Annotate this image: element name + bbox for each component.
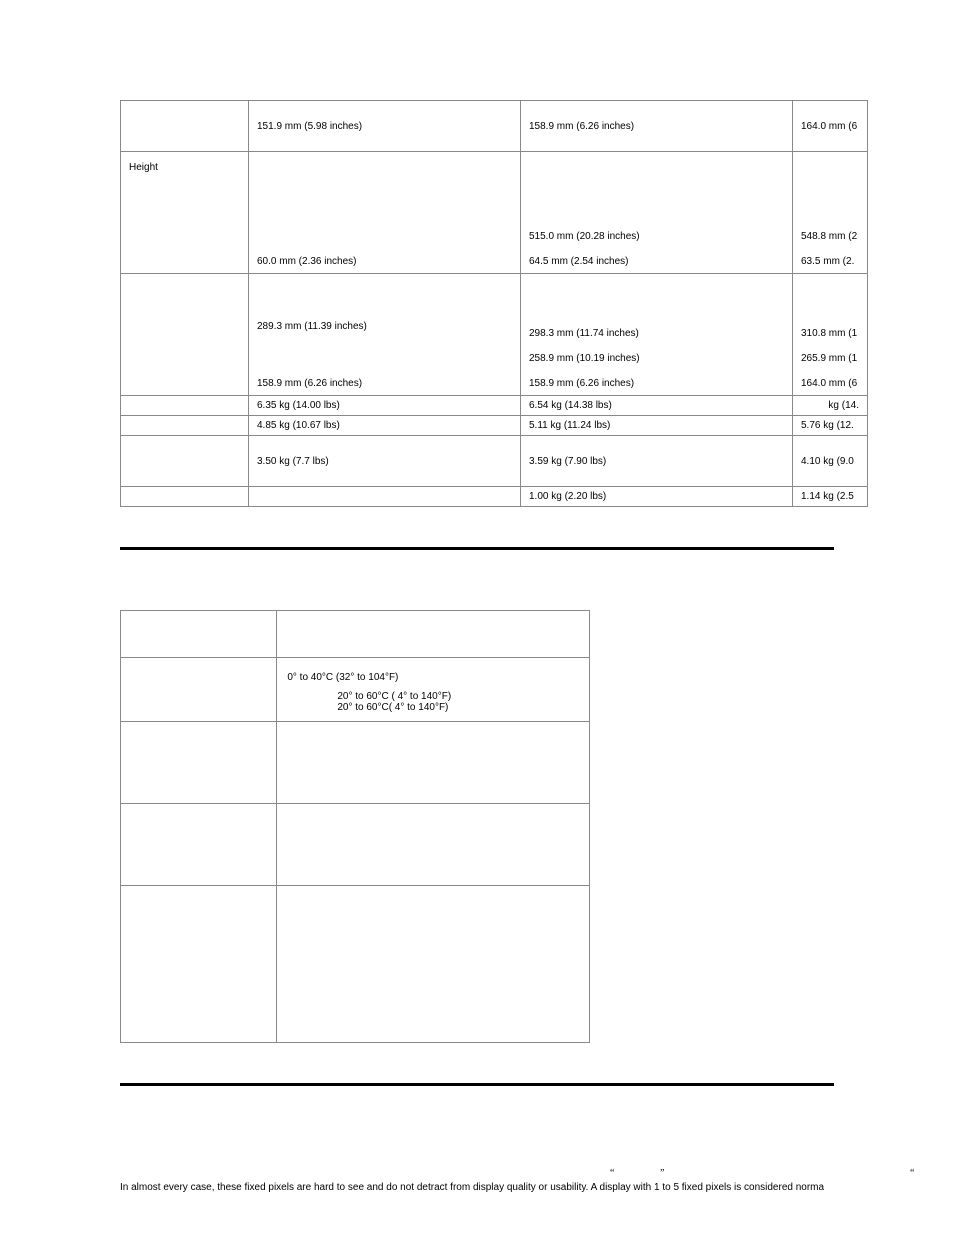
cell-line: 258.9 mm (10.19 inches): [529, 353, 784, 364]
cell-line: 164.0 mm (6: [801, 378, 859, 389]
table-row: 3.50 kg (7.7 lbs) 3.59 kg (7.90 lbs) 4.1…: [121, 436, 868, 487]
cell-line: 60.0 mm (2.36 inches): [257, 256, 512, 267]
cell: 3.59 kg (7.90 lbs): [521, 436, 793, 487]
table-row: 151.9 mm (5.98 inches) 158.9 mm (6.26 in…: [121, 101, 868, 152]
cell: 4.85 kg (10.67 lbs): [249, 416, 521, 436]
quote-open: “: [610, 1166, 614, 1181]
cell-line: 298.3 mm (11.74 inches): [529, 328, 784, 339]
cell: [277, 611, 590, 658]
cell-line: 64.5 mm (2.54 inches): [529, 256, 784, 267]
row-label-height: Height: [121, 152, 249, 274]
table-row: 4.85 kg (10.67 lbs) 5.11 kg (11.24 lbs) …: [121, 416, 868, 436]
cell: 4.10 kg (9.0: [793, 436, 868, 487]
cell: 298.3 mm (11.74 inches) 258.9 mm (10.19 …: [521, 274, 793, 396]
footnote-text: “ ” “ ” In almost every case, these fixe…: [120, 1166, 834, 1195]
cell: 515.0 mm (20.28 inches) 64.5 mm (2.54 in…: [521, 152, 793, 274]
quote-open: “: [910, 1166, 914, 1181]
row-label: [121, 416, 249, 436]
row-label: [121, 274, 249, 396]
table-row: [121, 804, 590, 886]
cell-line: 310.8 mm (1: [801, 328, 859, 339]
table-row: [121, 886, 590, 1043]
row-label: [121, 396, 249, 416]
row-label: [121, 436, 249, 487]
cell: 5.76 kg (12.: [793, 416, 868, 436]
row-label: [121, 804, 277, 886]
cell: 310.8 mm (1 265.9 mm (1 164.0 mm (6: [793, 274, 868, 396]
cell-line: 289.3 mm (11.39 inches): [257, 321, 512, 332]
cell: 60.0 mm (2.36 inches): [249, 152, 521, 274]
table-row: 289.3 mm (11.39 inches) 158.9 mm (6.26 i…: [121, 274, 868, 396]
row-label: [121, 658, 277, 722]
table-row: 1.00 kg (2.20 lbs) 1.14 kg (2.5: [121, 487, 868, 507]
cell: 6.35 kg (14.00 lbs): [249, 396, 521, 416]
section-divider: [120, 547, 834, 550]
row-label: [121, 101, 249, 152]
cell: 0° to 40°C (32° to 104°F) 20° to 60°C ( …: [277, 658, 590, 722]
cell-line: 548.8 mm (2: [801, 231, 859, 242]
cell: 151.9 mm (5.98 inches): [249, 101, 521, 152]
table-row: [121, 611, 590, 658]
spacer: [257, 346, 512, 364]
cell: [277, 722, 590, 804]
environment-table: 0° to 40°C (32° to 104°F) 20° to 60°C ( …: [120, 610, 590, 1043]
cell-line: 158.9 mm (6.26 inches): [529, 378, 784, 389]
cell-line: 158.9 mm (6.26 inches): [257, 378, 512, 389]
row-label: [121, 487, 249, 507]
cell: 5.11 kg (11.24 lbs): [521, 416, 793, 436]
physical-dimensions-table: 151.9 mm (5.98 inches) 158.9 mm (6.26 in…: [120, 100, 868, 507]
row-label: [121, 722, 277, 804]
table-row: [121, 722, 590, 804]
cell-line: 265.9 mm (1: [801, 353, 859, 364]
cell: 6.54 kg (14.38 lbs): [521, 396, 793, 416]
cell: [277, 804, 590, 886]
row-label: [121, 886, 277, 1043]
cell: kg (14.: [793, 396, 868, 416]
cell: 289.3 mm (11.39 inches) 158.9 mm (6.26 i…: [249, 274, 521, 396]
row-label: [121, 611, 277, 658]
storage-temp-1: 20° to 60°C ( 4° to 140°F): [287, 691, 579, 702]
cell: 3.50 kg (7.7 lbs): [249, 436, 521, 487]
cell: 158.9 mm (6.26 inches): [521, 101, 793, 152]
table-row: 6.35 kg (14.00 lbs) 6.54 kg (14.38 lbs) …: [121, 396, 868, 416]
table-row-temperature: 0° to 40°C (32° to 104°F) 20° to 60°C ( …: [121, 658, 590, 722]
cell: [249, 487, 521, 507]
page: 151.9 mm (5.98 inches) 158.9 mm (6.26 in…: [0, 0, 954, 1255]
cell: 1.00 kg (2.20 lbs): [521, 487, 793, 507]
section-divider: [120, 1083, 834, 1086]
storage-temp-2: 20° to 60°C( 4° to 140°F): [287, 702, 579, 713]
footnote-body: In almost every case, these fixed pixels…: [120, 1182, 824, 1193]
table-row-height: Height 60.0 mm (2.36 inches) 515.0 mm (2…: [121, 152, 868, 274]
cell-line: 515.0 mm (20.28 inches): [529, 231, 784, 242]
cell: 1.14 kg (2.5: [793, 487, 868, 507]
cell: [277, 886, 590, 1043]
cell-line: 63.5 mm (2.: [801, 256, 859, 267]
operating-temp: 0° to 40°C (32° to 104°F): [287, 672, 579, 683]
spacer: [287, 683, 579, 691]
cell: 164.0 mm (6: [793, 101, 868, 152]
cell: 548.8 mm (2 63.5 mm (2.: [793, 152, 868, 274]
quote-close: ”: [660, 1166, 664, 1181]
